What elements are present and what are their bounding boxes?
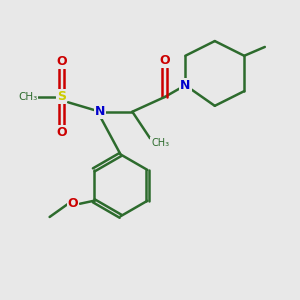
Text: O: O <box>56 126 67 139</box>
Text: N: N <box>95 105 105 118</box>
Text: N: N <box>180 79 190 92</box>
Text: O: O <box>159 54 170 67</box>
Text: O: O <box>68 197 79 210</box>
Text: CH₃: CH₃ <box>18 92 38 102</box>
Text: O: O <box>56 55 67 68</box>
Text: CH₃: CH₃ <box>151 138 169 148</box>
Text: S: S <box>57 91 66 103</box>
